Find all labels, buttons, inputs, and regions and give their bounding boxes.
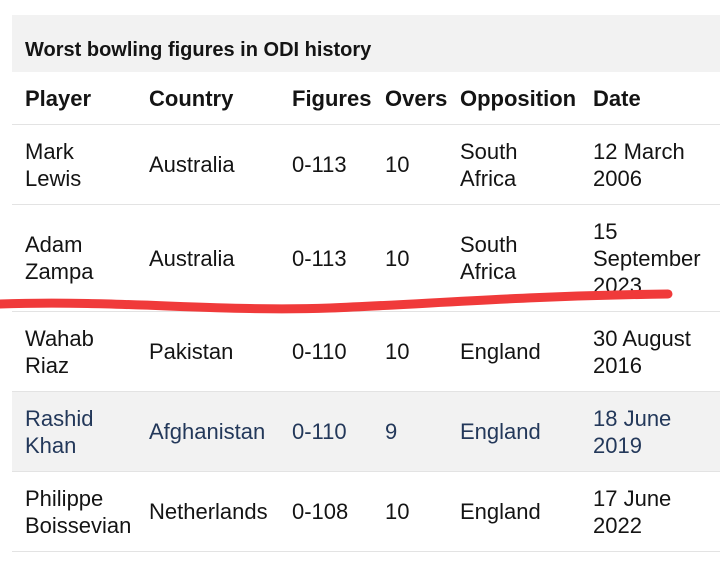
- table: Worst bowling figures in ODI history Pla…: [12, 15, 720, 552]
- table-cell: 12 March 2006: [593, 138, 685, 191]
- table-cell: Wahab Riaz: [25, 325, 94, 378]
- table-row: Adam Zampa Australia 0-113 10 South Africa 15…: [12, 205, 720, 312]
- table-row: Philippe Boissevian Netherlands 0-108 10 Eng…: [12, 472, 720, 552]
- table-cell: Rashid Khan: [25, 405, 94, 458]
- header-cell: Opposition: [460, 85, 577, 111]
- table-cell: England: [460, 339, 541, 364]
- table-cell: 30 August 2016: [593, 325, 691, 378]
- table-row: Mark Lewis Australia 0-113 10 South Africa 12…: [12, 125, 720, 205]
- table-cell: 10: [385, 499, 410, 524]
- table-cell: 0-108: [292, 499, 349, 524]
- table-row: Wahab Riaz Pakistan 0-110 10 England 30 Augus…: [12, 312, 720, 392]
- table-cell: 0-110: [292, 339, 347, 364]
- table-cell: 0-113: [292, 245, 347, 271]
- table-row: Rashid Khan Afghanistan 0-110 9 England 18 Ju…: [12, 392, 720, 472]
- table-cell: 17 June 2022: [593, 485, 672, 538]
- header-row: Player Country Figures Overs Opposition Date: [12, 72, 720, 125]
- table-cell: 10: [385, 152, 410, 177]
- header-cell: Overs: [385, 85, 448, 111]
- table-cell: Afghanistan: [149, 419, 266, 444]
- table-cell: England: [460, 499, 541, 524]
- header-cell: Country: [149, 85, 234, 111]
- table-cell: Philippe Boissevian: [25, 485, 132, 538]
- header-cell: Date: [593, 85, 641, 111]
- table-cell: South Africa: [460, 232, 518, 284]
- table-cell: Australia: [149, 152, 235, 177]
- table-cell: 0-113: [292, 152, 347, 177]
- table-cell: 15 September 2023: [593, 218, 701, 298]
- table-title: Worst bowling figures in ODI history: [12, 15, 720, 72]
- table-cell: Mark Lewis: [25, 138, 82, 191]
- table-cell: 10: [385, 339, 410, 364]
- header-cell: Figures: [292, 85, 372, 111]
- table-cell: South Africa: [460, 138, 518, 191]
- table-cell: Australia: [149, 245, 235, 271]
- header-cell: Player: [25, 85, 92, 111]
- table-cell: 18 June 2019: [593, 405, 672, 458]
- table-cell: Adam Zampa: [25, 232, 94, 284]
- table-cell: England: [460, 419, 541, 444]
- table-cell: 0-110: [292, 419, 347, 444]
- table-cell: 10: [385, 245, 410, 271]
- table-cell: Netherlands: [149, 499, 268, 524]
- table-cell: 9: [385, 419, 398, 444]
- table-cell: Pakistan: [149, 339, 234, 364]
